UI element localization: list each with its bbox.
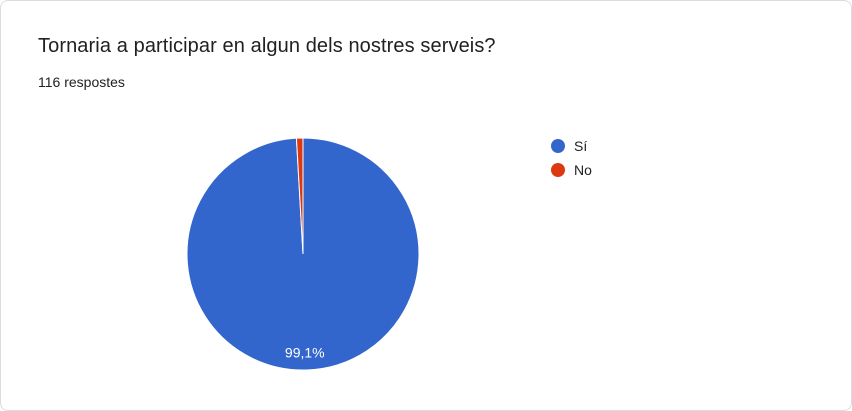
legend-swatch-icon [551, 163, 565, 177]
legend-item[interactable]: Sí [551, 134, 592, 158]
pie-slice-no[interactable] [295, 137, 304, 255]
legend-swatch-icon [551, 139, 565, 153]
chart-title: Tornaria a participar en algun dels nost… [38, 35, 496, 57]
chart-legend: Sí No [551, 134, 592, 182]
legend-label: Sí [574, 138, 588, 154]
response-count: 116 respostes [38, 74, 125, 90]
pie-data-label: 99,1% [285, 345, 325, 361]
legend-label: No [574, 162, 592, 178]
legend-item[interactable]: No [551, 158, 592, 182]
